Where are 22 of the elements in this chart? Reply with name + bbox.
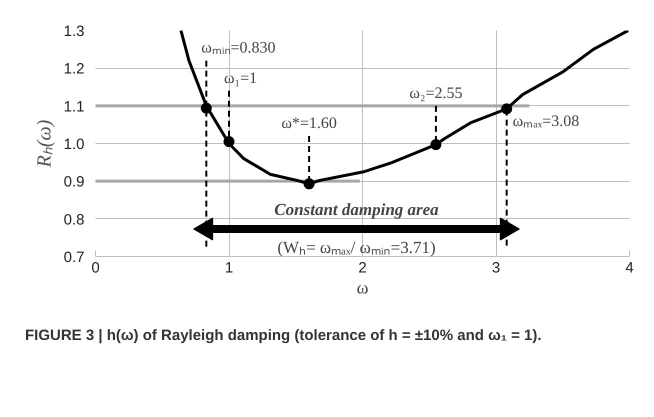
x-tick-label: 3 — [492, 260, 500, 276]
x-tick-label: 0 — [91, 260, 100, 276]
x-tick-label: 2 — [358, 260, 367, 276]
annotation: ω₂=2.55 — [409, 84, 462, 102]
annotation: (Wₕ= ωₘₐₓ/ ωₘᵢₙ=3.71) — [277, 238, 436, 258]
y-axis-title: Rₕ(ω) — [34, 119, 56, 168]
x-axis-title: ω — [356, 278, 369, 298]
text: FIGURE 3 | h(ω) of Rayleigh damping (tolerance of h = ±10% and ω₁ = 1). — [25, 326, 542, 346]
y-tick-label: 1.1 — [64, 98, 85, 116]
annotation: Constant damping area — [274, 200, 440, 220]
y-tick-label: 1.2 — [64, 60, 85, 78]
x-tick-label: 1 — [224, 260, 234, 276]
y-tick-label: 1.3 — [64, 23, 85, 40]
x-tick-label: 4 — [625, 260, 634, 276]
y-tick-label: 0.7 — [64, 249, 85, 266]
annotation: ω₁=1 — [224, 70, 258, 87]
annotation: ωₘᵢₙ=0.830 — [201, 40, 276, 57]
annotation: ωₘₐₓ=3.08 — [512, 113, 580, 130]
y-tick-label: 0.8 — [64, 211, 85, 228]
y-tick-label: 1.0 — [64, 136, 85, 153]
annotation: ω*=1.60 — [281, 114, 337, 132]
y-tick-label: 0.9 — [64, 174, 85, 191]
